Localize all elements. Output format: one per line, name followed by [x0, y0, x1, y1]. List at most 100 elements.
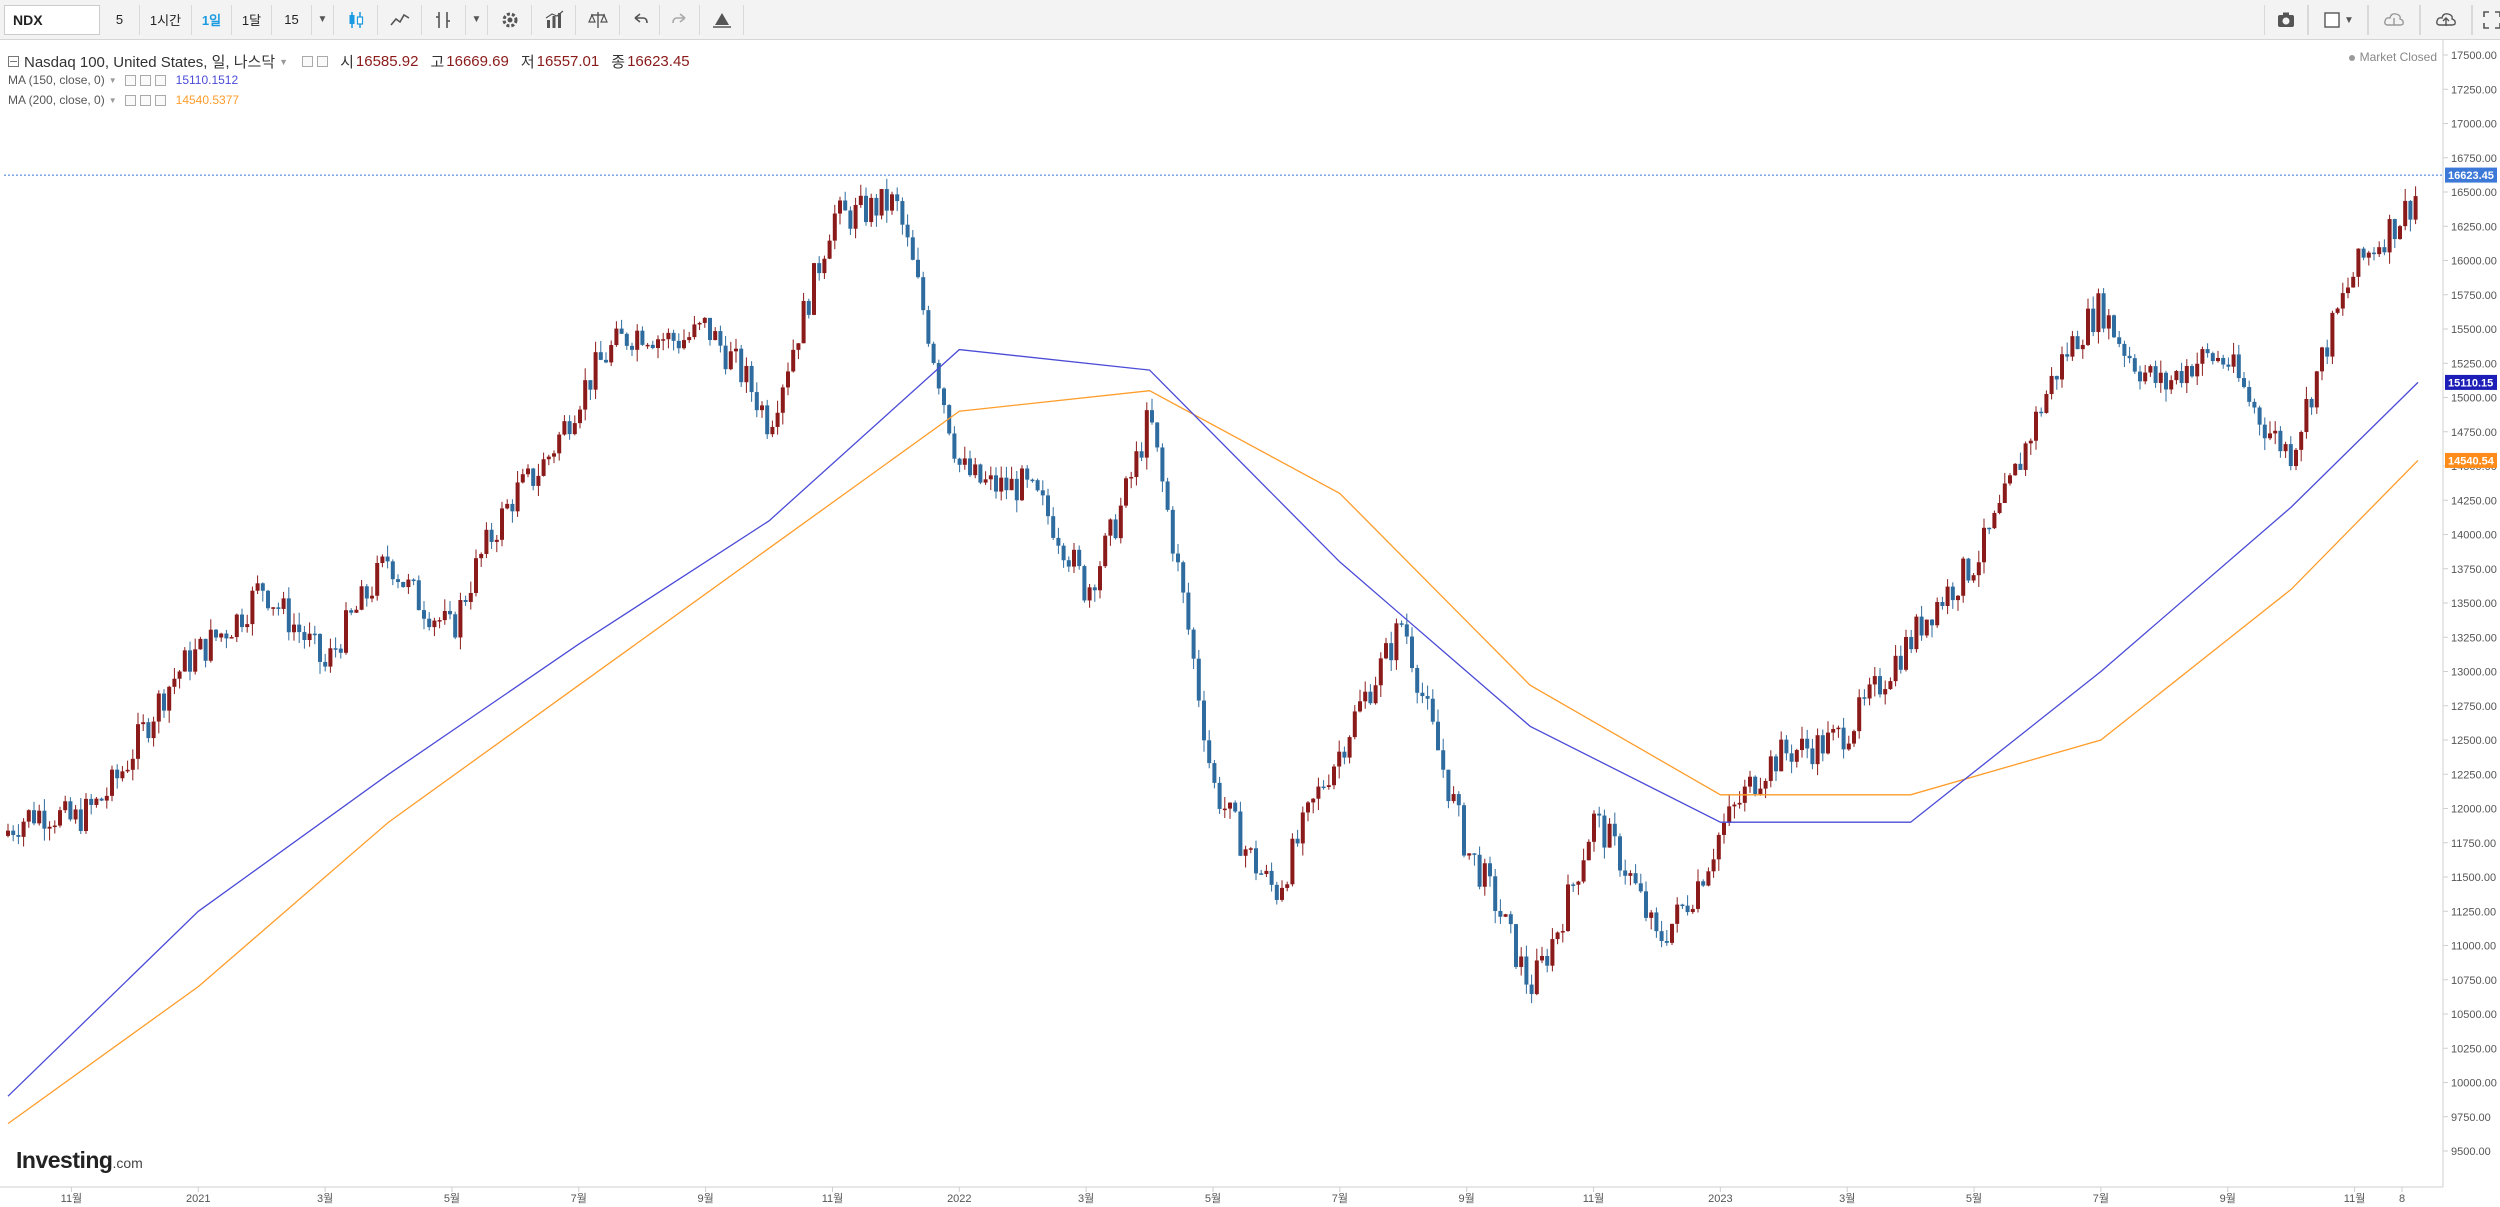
candle-body: [1170, 509, 1175, 554]
candle-body: [1826, 732, 1830, 754]
candlestick-icon[interactable]: [334, 4, 378, 35]
candle-body: [1800, 738, 1804, 751]
candle-body: [2065, 354, 2070, 357]
candle-body: [1841, 727, 1846, 750]
candle-body: [1498, 910, 1503, 917]
candle-body: [661, 339, 666, 341]
redo-icon[interactable]: [660, 4, 700, 35]
candle-body: [1997, 503, 2002, 513]
ma200-price-label: 14540.54: [2448, 455, 2495, 467]
candle-body: [630, 345, 634, 350]
candle-body: [1051, 516, 1056, 538]
candle-body: [791, 349, 796, 372]
candle-body: [2382, 247, 2387, 253]
candle-body: [1222, 808, 1227, 811]
price-chart[interactable]: 17500.00 17250.00 17000.00 16750.00 16500.00…: [0, 40, 2500, 1207]
candle-body: [541, 459, 546, 476]
candle-body: [1722, 822, 1726, 835]
candle-body: [125, 769, 130, 772]
candle-body: [2138, 371, 2142, 382]
candle-body: [931, 343, 936, 363]
line-chart-icon[interactable]: [378, 4, 422, 35]
candle-body: [396, 579, 400, 583]
interval-1m-button[interactable]: 1달: [232, 4, 272, 35]
candle-body: [1150, 410, 1154, 423]
interval-1d-button[interactable]: 1일: [192, 4, 232, 35]
legend-settings-icon[interactable]: [302, 56, 314, 67]
candle-body: [468, 592, 473, 602]
candle-body: [1072, 549, 1076, 567]
settings-gear-icon[interactable]: [488, 4, 532, 35]
legend-dropdown-icon[interactable]: ▼: [279, 56, 289, 67]
studies-icon[interactable]: [532, 4, 576, 35]
indicator-icon[interactable]: [422, 4, 466, 35]
candle-body: [1638, 883, 1643, 892]
dropdown-arrow-icon[interactable]: ▼: [466, 4, 488, 35]
candle-body: [1300, 812, 1305, 844]
x-tick-label: 5월: [1205, 1192, 1221, 1205]
candle-body: [2028, 440, 2033, 444]
candle-body: [146, 722, 151, 739]
candle-body: [1862, 697, 1867, 699]
candle-body: [614, 328, 619, 346]
candle-body: [1534, 960, 1539, 995]
legend-close-icon[interactable]: [317, 56, 329, 67]
cloud-upload-icon[interactable]: [2420, 5, 2472, 35]
candle-body: [2023, 443, 2028, 470]
candle-body: [1326, 785, 1331, 787]
candle-body: [141, 722, 146, 725]
candle-body: [843, 200, 848, 211]
y-tick-label: 16250.00: [2451, 221, 2497, 233]
candle-body: [1540, 955, 1544, 961]
alert-icon[interactable]: [700, 4, 744, 35]
ma150-visibility-icon[interactable]: [139, 74, 151, 86]
candle-body: [1820, 735, 1825, 754]
candle-body: [271, 607, 276, 609]
candle-body: [1155, 422, 1160, 448]
candle-body: [749, 365, 754, 393]
ma200-close-icon[interactable]: [154, 94, 166, 106]
cloud-download-icon[interactable]: [2368, 5, 2420, 35]
candle-body: [1030, 479, 1035, 482]
candle-body: [1082, 566, 1087, 601]
x-tick-label: 7월: [571, 1192, 587, 1205]
ma150-settings-icon[interactable]: [124, 74, 136, 86]
layout-icon[interactable]: ▼: [2308, 5, 2368, 35]
candle-body: [422, 610, 426, 619]
candle-body: [775, 412, 780, 427]
candle-body: [2314, 371, 2319, 408]
candle-body: [2127, 355, 2132, 359]
ma200-settings-icon[interactable]: [124, 94, 136, 106]
ma150-close-icon[interactable]: [154, 74, 166, 86]
ma200-dropdown-icon[interactable]: ▼: [108, 95, 117, 105]
investing-logo: Investing.com: [16, 1147, 143, 1174]
collapse-icon[interactable]: [8, 56, 19, 67]
candle-body: [936, 362, 941, 389]
interval-1h-button[interactable]: 1시간: [140, 4, 192, 35]
candle-body: [619, 328, 624, 334]
candle-body: [42, 810, 47, 829]
interval-dropdown-icon[interactable]: ▼: [312, 4, 334, 35]
undo-icon[interactable]: [620, 4, 660, 35]
x-tick-label: 9월: [698, 1192, 714, 1205]
candle-body: [2143, 372, 2148, 382]
y-tick-label: 15000.00: [2451, 393, 2497, 405]
candle-body: [1956, 595, 1960, 601]
candle-body: [2268, 433, 2272, 439]
candle-body: [2169, 380, 2174, 390]
candle-body: [198, 638, 203, 650]
y-tick-label: 14250.00: [2451, 495, 2497, 507]
interval-5-button[interactable]: 5: [100, 4, 140, 35]
candle-body: [255, 583, 260, 591]
symbol-input[interactable]: NDX: [4, 4, 100, 35]
interval-15-button[interactable]: 15: [272, 4, 312, 35]
candle-body: [177, 671, 182, 679]
compare-icon[interactable]: [576, 4, 620, 35]
camera-icon[interactable]: [2264, 5, 2308, 35]
ma150-dropdown-icon[interactable]: ▼: [108, 75, 117, 85]
fullscreen-icon[interactable]: [2472, 5, 2500, 35]
x-tick-label: 11월: [1583, 1192, 1605, 1205]
x-tick-label: 8: [2399, 1193, 2405, 1205]
candle-body: [182, 650, 187, 672]
ma200-visibility-icon[interactable]: [139, 94, 151, 106]
